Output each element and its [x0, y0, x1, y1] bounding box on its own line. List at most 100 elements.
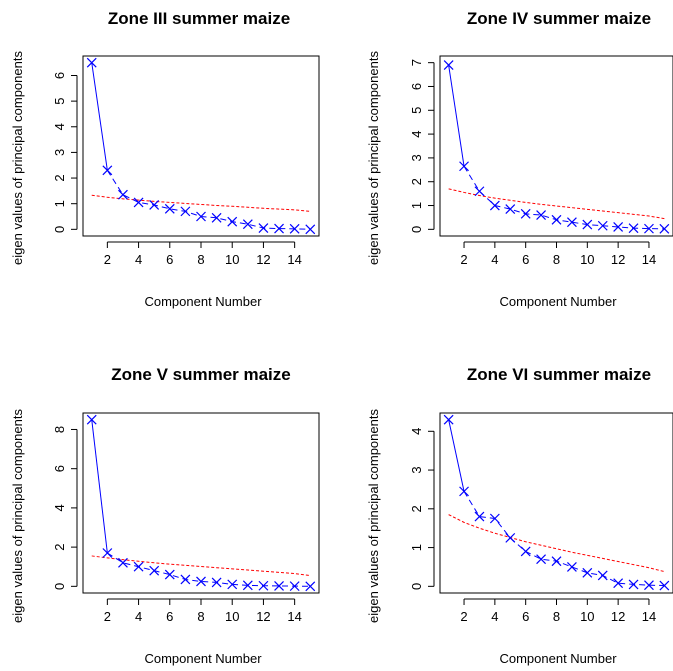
x-tick-label: 2 [104, 252, 111, 267]
data-point-marker [118, 557, 128, 568]
y-tick-label: 5 [409, 107, 424, 114]
y-tick-label: 0 [52, 226, 67, 233]
data-point-marker [227, 216, 238, 227]
data-point-marker [274, 223, 284, 234]
data-point-marker [258, 223, 269, 233]
x-tick-label: 10 [580, 609, 594, 624]
x-axis-label: Component Number [499, 651, 617, 666]
y-tick-label: 3 [52, 149, 67, 156]
x-axis-label: Component Number [144, 294, 262, 309]
x-tick-label: 10 [225, 252, 239, 267]
data-point-marker [566, 562, 577, 572]
data-point-marker [659, 223, 670, 234]
x-tick-label: 14 [287, 252, 301, 267]
data-point-marker [274, 581, 284, 591]
x-tick-label: 2 [460, 609, 467, 624]
x-tick-label: 14 [642, 609, 656, 624]
blue-dashed-line [463, 165, 665, 230]
y-tick-label: 0 [52, 583, 67, 590]
plot-frame [439, 55, 673, 237]
data-point-marker [474, 186, 485, 197]
x-tick-label: 14 [642, 252, 656, 267]
plot-frame [82, 55, 320, 237]
x-tick-label: 8 [197, 609, 204, 624]
data-point-marker [305, 224, 316, 235]
y-tick-label: 6 [52, 465, 67, 472]
data-point-marker [227, 579, 238, 590]
y-tick-label: 6 [52, 72, 67, 79]
data-point-marker [613, 222, 624, 232]
data-point-marker [196, 576, 206, 587]
data-point-marker [659, 580, 670, 591]
x-tick-label: 2 [104, 609, 111, 624]
data-point-marker [443, 60, 454, 70]
x-tick-label: 2 [460, 252, 467, 267]
data-point-marker [582, 567, 593, 578]
red-dashed-curve [91, 194, 311, 212]
y-axis-label: eigen values of principal components [10, 409, 25, 623]
data-point-marker [164, 203, 175, 214]
data-point-marker [242, 580, 253, 591]
data-point-marker [520, 208, 531, 219]
panel-zone-v: Zone V summer maize Component Number eig… [10, 365, 320, 666]
data-point-marker [133, 197, 144, 208]
data-point-marker [644, 580, 654, 591]
blue-solid-segment [448, 64, 465, 167]
data-point-marker [489, 513, 500, 524]
y-axis-label: eigen values of principal components [366, 409, 381, 623]
y-tick-label: 1 [409, 202, 424, 209]
data-point-marker [613, 578, 624, 589]
data-point-marker [489, 200, 500, 211]
blue-solid-segment [91, 62, 108, 171]
data-point-marker [180, 574, 191, 585]
y-tick-label: 2 [409, 505, 424, 512]
data-point-marker [536, 554, 547, 565]
data-point-marker [566, 217, 577, 228]
data-point-marker [597, 570, 608, 581]
data-point-marker [180, 206, 191, 217]
y-tick-label: 4 [409, 428, 424, 435]
data-point-marker [102, 548, 113, 558]
x-axis-label: Component Number [499, 294, 617, 309]
data-point-marker [196, 211, 206, 222]
data-point-marker [289, 223, 300, 234]
y-tick-label: 5 [52, 98, 67, 105]
chart-title: Zone V summer maize [111, 365, 291, 384]
y-tick-label: 3 [409, 154, 424, 161]
y-tick-label: 4 [52, 123, 67, 130]
data-point-marker [551, 214, 562, 225]
x-tick-label: 8 [553, 252, 560, 267]
y-tick-label: 0 [409, 583, 424, 590]
data-point-marker [305, 581, 316, 592]
plot-frame [82, 412, 320, 594]
red-dashed-curve [91, 555, 311, 577]
data-point-marker [628, 579, 639, 590]
data-point-marker [86, 57, 97, 68]
data-point-marker [242, 219, 253, 230]
chart-title: Zone IV summer maize [467, 9, 651, 28]
chart-title: Zone III summer maize [108, 9, 290, 28]
x-tick-label: 14 [287, 609, 301, 624]
y-tick-label: 7 [409, 59, 424, 66]
chart-title: Zone VI summer maize [467, 365, 651, 384]
x-tick-label: 4 [491, 609, 498, 624]
data-point-marker [164, 569, 175, 580]
data-point-marker [258, 580, 269, 591]
x-tick-label: 6 [522, 252, 529, 267]
data-point-marker [289, 581, 300, 592]
data-point-marker [211, 577, 222, 588]
red-dashed-curve [448, 188, 665, 220]
data-point-marker [211, 212, 222, 223]
y-tick-label: 6 [409, 83, 424, 90]
x-tick-label: 10 [225, 609, 239, 624]
data-point-marker [459, 486, 469, 497]
data-point-marker [505, 532, 516, 543]
blue-dashed-line [107, 552, 311, 587]
data-point-marker [86, 414, 97, 425]
plot-frame [439, 412, 673, 594]
x-tick-label: 10 [580, 252, 594, 267]
data-point-marker [102, 165, 113, 176]
panel-zone-vi: Zone VI summer maize Component Number ei… [366, 365, 673, 666]
x-tick-label: 12 [611, 609, 625, 624]
